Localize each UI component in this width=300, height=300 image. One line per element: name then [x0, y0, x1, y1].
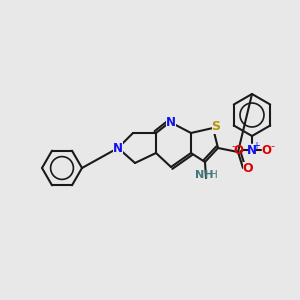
Text: -: - [231, 141, 235, 151]
Text: +: + [252, 141, 260, 151]
Text: O: O [233, 143, 243, 157]
Text: N: N [113, 142, 123, 154]
Text: -: - [270, 141, 274, 151]
Text: N: N [166, 116, 176, 130]
Text: O: O [243, 161, 253, 175]
Text: O: O [261, 143, 271, 157]
Text: NH: NH [195, 170, 213, 180]
Text: S: S [212, 121, 220, 134]
Text: N: N [247, 143, 257, 157]
Text: H: H [210, 170, 218, 180]
